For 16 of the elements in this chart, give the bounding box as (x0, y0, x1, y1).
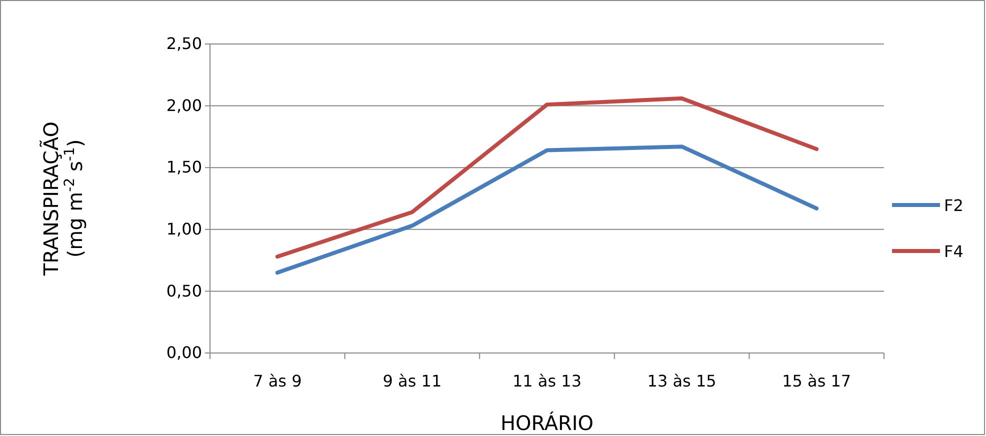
x-tick-label: 11 às 13 (512, 371, 582, 390)
line-series (275, 96, 819, 259)
x-tick-label: 13 às 15 (647, 371, 716, 390)
x-axis-title: HORÁRIO (500, 411, 594, 435)
y-tick-label: 2,00 (166, 96, 202, 115)
y-tick-label: 0,00 (166, 343, 202, 362)
y-tick-label: 1,00 (166, 220, 202, 239)
x-tick-label: 9 às 11 (382, 371, 442, 390)
legend-label: F4 (944, 242, 964, 261)
y-tick-label: 2,50 (166, 34, 202, 54)
line-series (275, 144, 819, 275)
y-tick-label: 1,50 (166, 158, 202, 177)
x-tick-label: 7 às 9 (253, 371, 302, 390)
legend-label: F2 (944, 196, 964, 215)
y-tick-label: 0,50 (166, 281, 202, 300)
x-tick-label: 15 às 17 (782, 371, 852, 390)
